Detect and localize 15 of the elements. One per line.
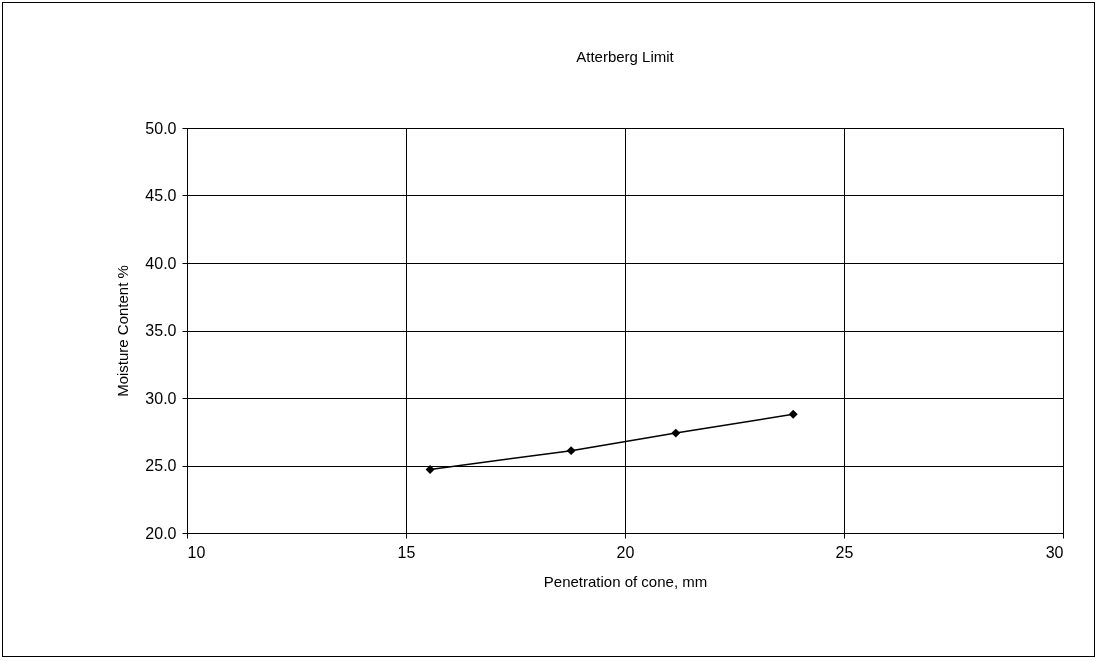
- y-tick-label: 25.0: [145, 457, 177, 474]
- x-tick-label: 10: [187, 543, 206, 561]
- y-axis-title: Moisture Content %: [114, 265, 132, 397]
- y-tick-label: 30.0: [145, 389, 177, 407]
- x-tick-label: 15: [397, 543, 416, 561]
- x-axis-title: Penetration of cone, mm: [543, 572, 708, 590]
- y-tick-label: 40.0: [145, 254, 177, 272]
- x-tick-label: 25: [835, 543, 854, 561]
- x-tick-label: 20: [616, 543, 635, 561]
- y-tick-label: 45.0: [145, 187, 177, 204]
- y-tick-label: 50.0: [145, 119, 177, 137]
- y-tick-label: 20.0: [145, 524, 177, 542]
- y-tick-label: 35.0: [145, 322, 177, 339]
- x-tick-label: 30: [1045, 543, 1064, 561]
- chart-title: Atterberg Limit: [576, 48, 675, 65]
